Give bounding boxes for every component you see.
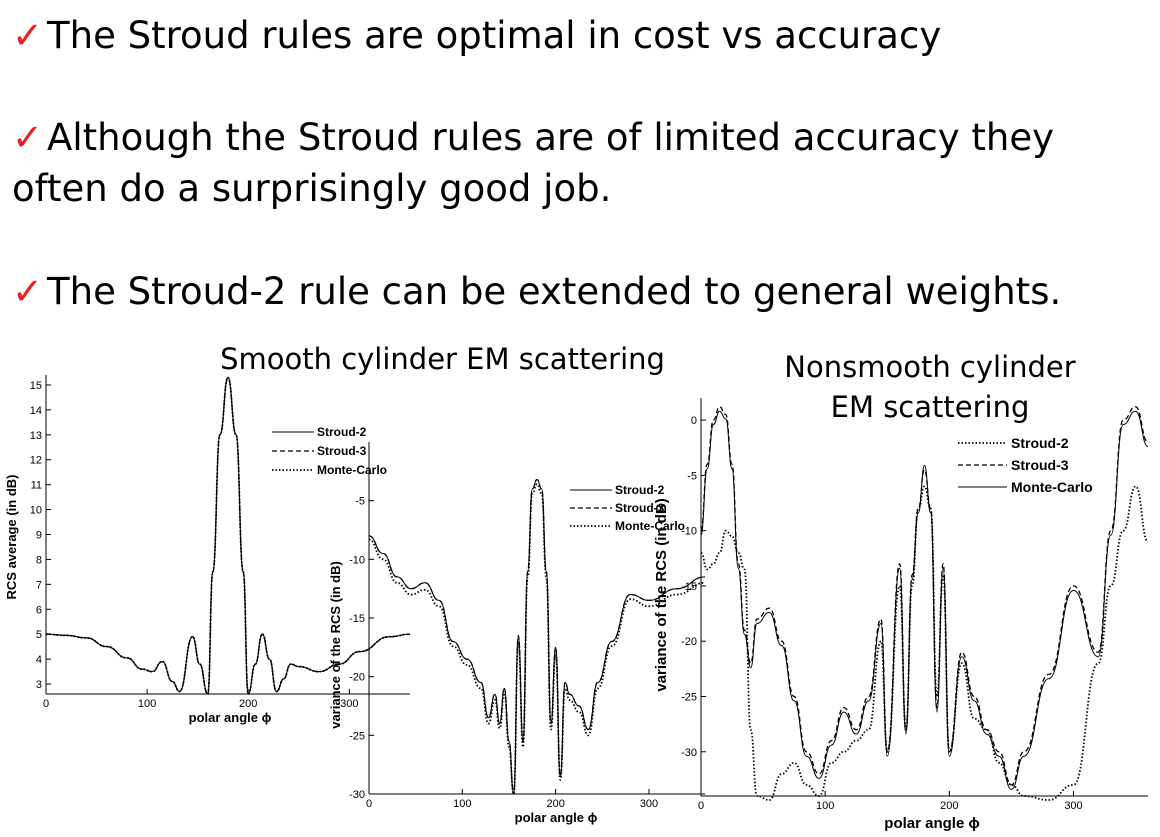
plot-area: 0 100 200 300 0 -5 -10 -15 -20 -25 -30: [681, 398, 1149, 812]
plot-area: 0 100 200 300 -5 -10 -15 -20 -25 -30: [349, 442, 706, 810]
y-tick-label: -5: [687, 470, 697, 482]
check-icon: ✓: [12, 116, 44, 159]
bullet-3-text: The Stroud-2 rule can be extended to gen…: [47, 270, 1062, 313]
y-tick-label: 13: [30, 430, 42, 442]
x-tick-label: 200: [239, 698, 257, 710]
y-tick-label: 5: [36, 629, 42, 641]
bullet-2-continued: often do a surprisingly good job.: [12, 163, 611, 215]
y-tick-label: 8: [36, 554, 42, 566]
legend-label-monte-carlo: Monte-Carlo: [615, 519, 685, 533]
legend: Stroud-2 Stroud-3 Monte-Carlo: [958, 435, 1093, 495]
x-tick-label: 200: [940, 800, 958, 812]
series-line-stroud-3: [368, 478, 706, 795]
check-icon: ✓: [12, 14, 44, 57]
x-tick-label: 100: [816, 800, 834, 812]
legend-label-monte-carlo: Monte-Carlo: [1011, 479, 1093, 495]
y-tick-label: -15: [349, 613, 365, 625]
x-axis-label: polar angle ϕ: [515, 810, 598, 825]
y-tick-label: 0: [691, 415, 697, 427]
y-tick-label: 15: [30, 380, 42, 392]
y-tick-label: 10: [30, 505, 42, 517]
series-line-stroud-3: [45, 376, 411, 695]
y-axis-label: variance of the RCS (in dB): [653, 498, 670, 691]
y-tick-label: 4: [36, 654, 42, 666]
y-tick-label: 3: [36, 679, 42, 691]
x-tick-label: 100: [453, 798, 471, 810]
y-tick-label: 11: [31, 480, 42, 492]
legend-label-stroud-3: Stroud-3: [1011, 457, 1069, 473]
y-tick-label: -25: [681, 692, 697, 704]
y-axis-label: RCS average (in dB): [4, 475, 19, 600]
y-tick-label: 14: [30, 405, 42, 417]
legend-label-stroud-3: Stroud-3: [317, 444, 367, 458]
x-tick-label: 300: [1064, 800, 1082, 812]
series-line-stroud-2: [700, 485, 1149, 801]
nonsmooth-heading-line-1: Nonsmooth cylinder: [784, 350, 1076, 384]
y-tick-label: 12: [30, 455, 42, 467]
series-line-monte-carlo: [700, 410, 1149, 790]
x-tick-label: 0: [698, 800, 704, 812]
x-tick-label: 0: [43, 698, 49, 710]
nonsmooth-heading-line-2: EM scattering: [830, 390, 1030, 424]
bullet-1-text: The Stroud rules are optimal in cost vs …: [47, 14, 942, 57]
y-tick-label: -30: [349, 789, 365, 801]
x-tick-label: 0: [366, 798, 372, 810]
x-tick-label: 200: [546, 798, 564, 810]
legend-label-stroud-2: Stroud-2: [1011, 435, 1069, 451]
smooth-heading: Smooth cylinder EM scattering: [220, 342, 665, 376]
y-tick-label: -10: [681, 526, 697, 538]
legend: Stroud-2 Stroud-3 Monte-Carlo: [570, 483, 685, 533]
x-axis-label: polar angle ϕ: [189, 710, 272, 725]
y-tick-label: -20: [349, 672, 365, 684]
check-icon: ✓: [12, 270, 44, 313]
plot-area: 0 100 200 300 3 4 5 6 7 8 9 10 11 12 13 14 15: [30, 375, 411, 710]
y-tick-label: 7: [36, 579, 42, 591]
y-tick-label: -10: [349, 554, 365, 566]
bullet-1: ✓ The Stroud rules are optimal in cost vs…: [12, 10, 941, 62]
legend-label-stroud-2: Stroud-2: [615, 483, 665, 497]
x-axis-label: polar angle ϕ: [884, 815, 979, 832]
y-tick-label: -5: [355, 496, 365, 508]
series-line-stroud-3: [700, 406, 1149, 786]
y-tick-label: 9: [36, 530, 42, 542]
y-tick-label: -25: [349, 730, 365, 742]
y-tick-label: 6: [36, 604, 42, 616]
y-tick-label: -30: [681, 747, 697, 759]
legend-label-stroud-2: Stroud-2: [317, 425, 367, 439]
y-axis-label: variance of the RCS (in dB): [328, 561, 343, 729]
y-tick-label: -20: [681, 636, 697, 648]
x-tick-label: 300: [340, 698, 358, 710]
bullet-2-line-2: often do a surprisingly good job.: [12, 167, 612, 210]
bullet-2: ✓ Although the Stroud rules are of limite…: [12, 112, 1054, 164]
legend-label-stroud-3: Stroud-3: [615, 501, 665, 515]
y-tick-label: -15: [681, 581, 697, 593]
bullet-3: ✓ The Stroud-2 rule can be extended to ge…: [12, 266, 1061, 318]
bullet-2-line-1: Although the Stroud rules are of limited…: [47, 116, 1055, 159]
x-tick-label: 100: [138, 698, 156, 710]
x-tick-label: 300: [640, 798, 658, 810]
